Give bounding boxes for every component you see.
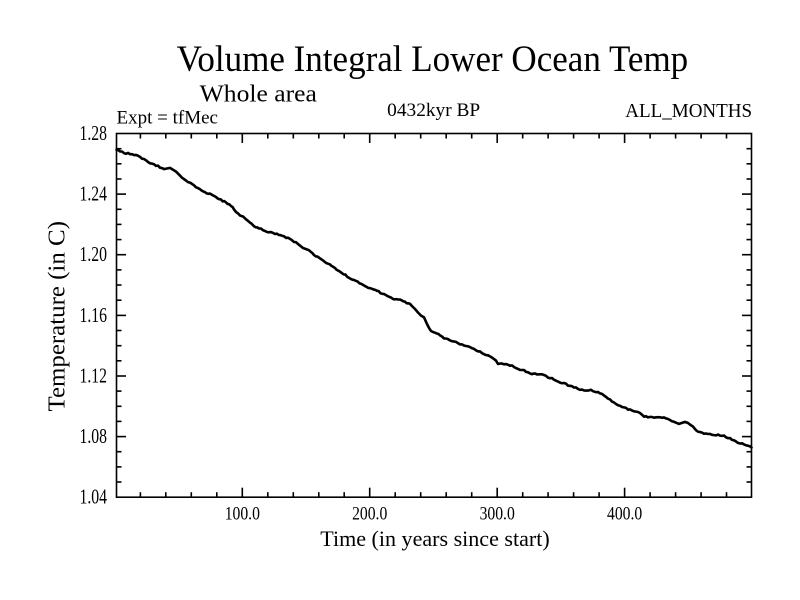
svg-text:Whole area: Whole area bbox=[200, 81, 317, 108]
svg-text:200.0: 200.0 bbox=[352, 504, 387, 525]
svg-text:1.08: 1.08 bbox=[80, 424, 108, 448]
svg-text:Temperature (in C): Temperature (in C) bbox=[45, 221, 71, 411]
svg-text:1.04: 1.04 bbox=[80, 485, 108, 509]
svg-text:Volume Integral Lower Ocean Te: Volume Integral Lower Ocean Temp bbox=[177, 39, 689, 80]
svg-text:300.0: 300.0 bbox=[480, 504, 515, 525]
svg-text:Expt = tfMec: Expt = tfMec bbox=[117, 108, 219, 129]
svg-text:400.0: 400.0 bbox=[607, 504, 642, 525]
svg-text:1.20: 1.20 bbox=[80, 242, 108, 266]
svg-text:1.16: 1.16 bbox=[80, 303, 108, 327]
svg-text:1.12: 1.12 bbox=[80, 363, 108, 387]
svg-text:ALL_MONTHS: ALL_MONTHS bbox=[625, 100, 752, 122]
svg-text:100.0: 100.0 bbox=[225, 504, 260, 525]
svg-text:Time (in years since start): Time (in years since start) bbox=[320, 526, 549, 551]
svg-text:0432kyr BP: 0432kyr BP bbox=[387, 100, 480, 121]
svg-text:1.28: 1.28 bbox=[80, 121, 108, 145]
svg-text:1.24: 1.24 bbox=[80, 182, 108, 206]
